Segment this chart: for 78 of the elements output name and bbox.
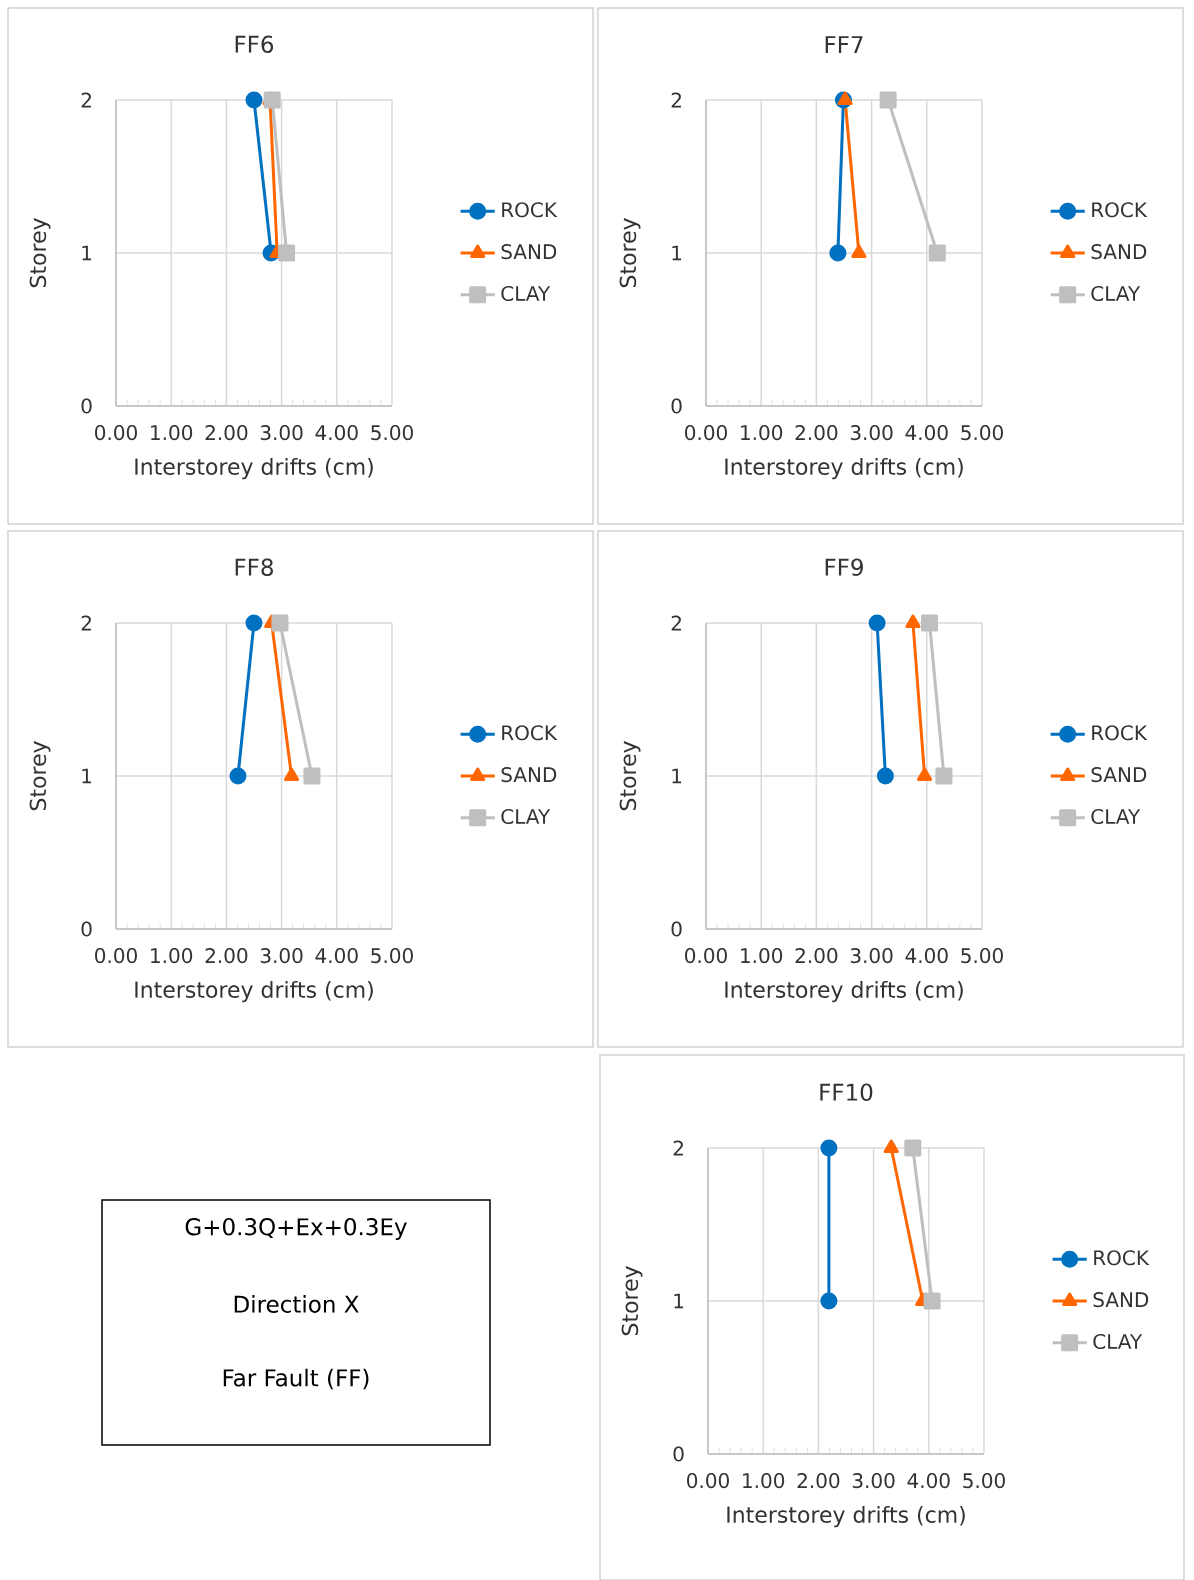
legend-label: CLAY [1091,285,1141,302]
x-tick-label: 5.00 [371,425,413,441]
y-tick-label: 1 [82,245,92,261]
x-tick-label: 5.00 [961,948,1003,964]
x-axis-title: Interstorey drifts (cm) [727,1505,965,1528]
y-tick-label: 0 [673,1446,684,1462]
x-axis-title: Interstorey drifts (cm) [135,980,373,1003]
y-tick-label: 1 [674,1293,684,1309]
x-tick-label: 4.00 [315,425,358,441]
x-tick-label: 2.00 [795,948,838,964]
x-tick-label: 4.00 [905,948,948,964]
y-tick-label: 1 [672,245,682,261]
legend-label: SAND [501,244,557,260]
y-tick-label: 1 [672,768,682,784]
legend-label: CLAY [501,808,551,825]
legend-label: ROCK [1092,202,1148,218]
legend-label: SAND [1093,1292,1149,1308]
x-tick-label: 2.00 [205,425,248,441]
legend-label: CLAY [1091,808,1141,825]
y-tick-label: 0 [81,921,92,937]
legend-label: SAND [1091,244,1147,260]
text: Direction X [234,1295,359,1313]
x-tick-label: 1.00 [743,1473,785,1489]
x-tick-label: 3.00 [852,1473,895,1489]
chart-title: FF10 [820,1083,873,1101]
y-tick-label: 2 [81,92,91,108]
x-tick-label: 1.00 [151,948,193,964]
y-axis-title: Storey [29,218,51,288]
y-axis-title: Storey [619,218,641,288]
x-tick-label: 3.00 [260,948,303,964]
text: G+0.3Q+Ex+0.3Ey [185,1218,407,1240]
y-tick-label: 2 [673,1140,683,1156]
y-tick-label: 0 [81,398,92,414]
y-tick-label: 2 [671,615,681,631]
x-tick-label: 4.00 [905,425,948,441]
x-tick-label: 2.00 [795,425,838,441]
chart-title: FF7 [825,36,863,53]
x-tick-label: 0.00 [95,948,137,964]
x-tick-label: 5.00 [371,948,413,964]
x-tick-label: 0.00 [95,425,137,441]
y-axis-title: Storey [619,741,641,811]
x-tick-label: 0.00 [685,425,727,441]
y-axis-title: Storey [29,741,51,811]
legend-label: SAND [501,767,557,783]
y-tick-label: 1 [82,768,92,784]
y-tick-label: 2 [671,92,681,108]
x-axis-title: Interstorey drifts (cm) [725,457,963,480]
x-tick-label: 1.00 [741,948,783,964]
y-tick-label: 0 [671,398,682,414]
x-tick-label: 3.00 [850,948,893,964]
x-tick-label: 5.00 [963,1473,1005,1489]
y-tick-label: 0 [671,921,682,937]
legend-label: SAND [1091,767,1147,783]
legend-label: ROCK [1092,725,1148,741]
x-tick-label: 3.00 [260,425,303,441]
legend-label: CLAY [1093,1333,1143,1350]
chart-title: FF9 [825,558,863,576]
x-axis-title: Interstorey drifts (cm) [725,980,963,1003]
x-tick-label: 0.00 [687,1473,729,1489]
chart-title: FF8 [235,558,273,576]
x-tick-label: 3.00 [850,425,893,441]
legend-label: ROCK [1094,1250,1150,1266]
x-tick-label: 1.00 [151,425,193,441]
x-tick-label: 5.00 [961,425,1003,441]
x-tick-label: 2.00 [205,948,248,964]
x-axis-title: Interstorey drifts (cm) [135,457,373,480]
x-tick-label: 0.00 [685,948,727,964]
x-tick-label: 4.00 [907,1473,950,1489]
x-tick-label: 2.00 [797,1473,840,1489]
legend-label: CLAY [501,285,551,302]
legend-label: ROCK [502,725,558,741]
y-tick-label: 2 [81,615,91,631]
chart-title: FF6 [235,35,274,53]
y-axis-title: Storey [621,1266,643,1336]
legend-label: ROCK [502,202,558,218]
x-tick-label: 1.00 [741,425,783,441]
x-tick-label: 4.00 [315,948,358,964]
text: Far Fault (FF) [223,1368,369,1390]
